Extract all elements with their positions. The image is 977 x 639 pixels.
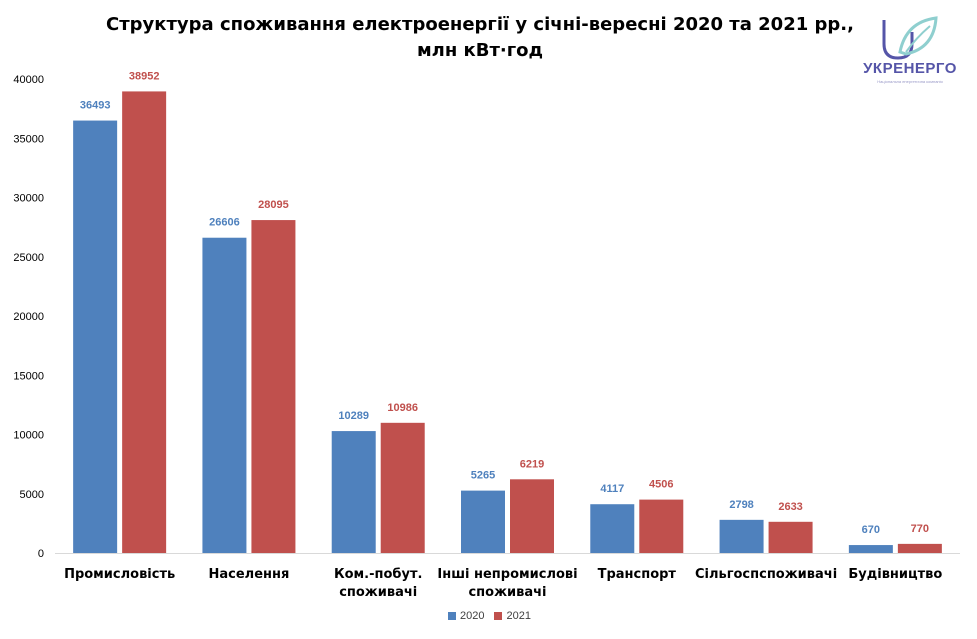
legend: 2020 2021: [448, 610, 531, 622]
bar-2020-0: [73, 120, 118, 553]
legend-item-2020: 2020: [448, 610, 484, 622]
bar-2021-2: [380, 422, 425, 553]
data-label-2020-5: 2798: [729, 499, 753, 511]
data-label-2020-0: 36493: [80, 100, 111, 112]
data-label-2021-3: 6219: [520, 458, 544, 470]
bar-2020-4: [590, 504, 635, 553]
category-label: споживачі: [339, 585, 417, 600]
bar-2021-6: [897, 543, 942, 553]
bar-2020-3: [461, 490, 505, 553]
category-label: Населення: [209, 567, 290, 582]
bar-2020-1: [202, 237, 247, 553]
bar-2021-1: [251, 220, 296, 553]
y-tick-label: 0: [38, 548, 44, 560]
y-tick-label: 35000: [13, 133, 44, 145]
data-label-2021-0: 38952: [129, 70, 160, 82]
data-label-2021-4: 4506: [649, 479, 673, 491]
y-tick-label: 10000: [13, 430, 44, 442]
bar-2021-3: [510, 479, 554, 553]
category-label: Будівництво: [848, 567, 942, 582]
data-label-2020-3: 5265: [471, 470, 495, 482]
category-label: Ком.-побут.: [334, 567, 422, 582]
category-label: Транспорт: [598, 567, 677, 582]
legend-swatch-2021: [494, 612, 503, 620]
y-tick-label: 15000: [13, 370, 44, 382]
category-label: Інші непромислові: [437, 567, 577, 582]
data-label-2021-5: 2633: [778, 501, 802, 513]
data-label-2021-6: 770: [911, 523, 929, 535]
data-label-2021-1: 28095: [258, 199, 289, 211]
bar-2020-5: [719, 519, 764, 553]
bar-2021-5: [768, 521, 813, 553]
legend-swatch-2020: [448, 612, 456, 620]
logo-subtitle: Національна енергетична компанія: [877, 79, 943, 84]
logo-text: УКРЕНЕРГО: [863, 60, 957, 77]
data-label-2021-2: 10986: [387, 402, 418, 414]
data-label-2020-1: 26606: [209, 217, 240, 229]
category-label: Промисловість: [64, 567, 175, 582]
chart-title: Структура споживання електроенергії у сі…: [100, 12, 860, 64]
data-label-2020-6: 670: [862, 524, 880, 536]
bar-2021-4: [639, 499, 684, 553]
chart-title-line-1: Структура споживання електроенергії у сі…: [106, 14, 854, 35]
y-tick-label: 30000: [13, 193, 44, 205]
data-label-2020-2: 10289: [338, 410, 369, 422]
bar-2020-2: [331, 431, 376, 553]
bar-2021-0: [122, 91, 167, 554]
chart-title-line-2: млн кВт·год: [416, 40, 544, 61]
category-label: споживачі: [468, 585, 546, 600]
ukrenergo-logo-icon: [882, 16, 938, 60]
category-label: Сільгоспспоживачі: [695, 567, 837, 582]
y-tick-label: 5000: [20, 489, 44, 501]
legend-label-2020: 2020: [460, 610, 485, 622]
legend-label-2021: 2021: [506, 610, 531, 622]
y-tick-label: 25000: [13, 252, 44, 264]
bar-2020-6: [848, 545, 893, 553]
y-tick-label: 40000: [13, 74, 44, 86]
data-label-2020-4: 4117: [600, 483, 624, 495]
legend-item-2021: 2021: [494, 610, 531, 622]
y-tick-label: 20000: [13, 311, 44, 323]
